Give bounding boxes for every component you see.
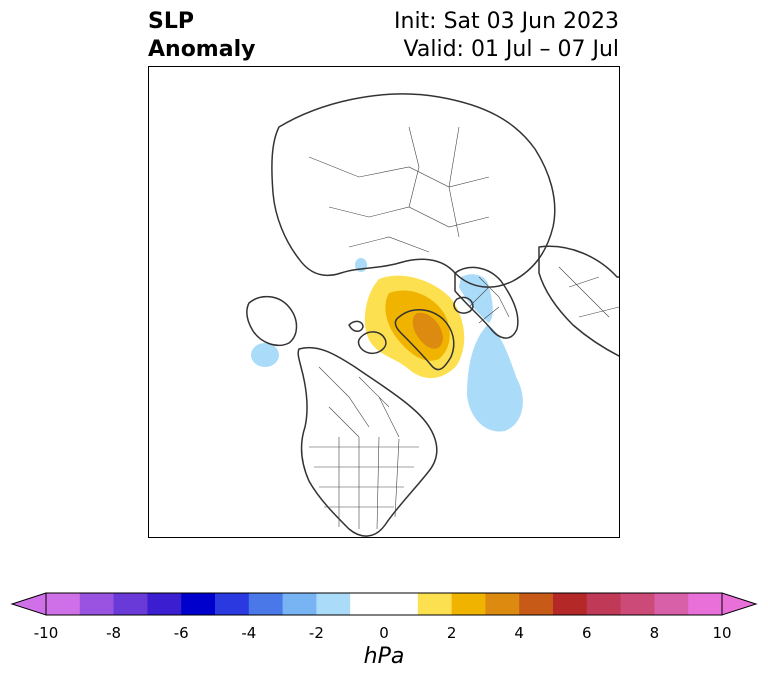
colorbar-cell xyxy=(586,593,622,615)
colorbar-tick-label: -4 xyxy=(241,624,257,642)
colorbar-tick-label: 6 xyxy=(582,624,592,642)
colorbar-tick-label: -8 xyxy=(106,624,122,642)
colorbar xyxy=(10,592,758,616)
negative-anomaly-atlantic xyxy=(467,325,523,432)
colorbar-outline xyxy=(45,592,723,616)
colorbar-cell xyxy=(519,593,554,615)
colorbar-tick-label: 10 xyxy=(712,624,732,642)
alaska-coast xyxy=(246,295,298,347)
colorbar-extend-low xyxy=(10,592,47,616)
title-variable-line2: Anomaly xyxy=(148,37,256,62)
colorbar-tick-label: 0 xyxy=(379,624,389,642)
colorbar-cell xyxy=(248,593,284,615)
colorbar-cell xyxy=(417,593,453,615)
colorbar-tick-label: -2 xyxy=(308,624,324,642)
colorbar-cells xyxy=(46,593,723,615)
colorbar-extend-high xyxy=(721,592,758,616)
init-date-label: Init: Sat 03 Jun 2023 xyxy=(394,9,619,34)
colorbar-cell xyxy=(181,593,216,615)
colorbar-tick-label: 2 xyxy=(446,624,457,642)
canada-provinces xyxy=(318,366,400,438)
colorbar-cell xyxy=(451,593,486,615)
positive-anomaly-core xyxy=(412,312,443,349)
colorbar-label: hPa xyxy=(363,644,405,669)
polar-map xyxy=(246,93,619,537)
europe-coast xyxy=(454,266,519,339)
north-america-coast xyxy=(297,346,438,537)
colorbar-cell xyxy=(113,593,148,615)
borders xyxy=(308,126,619,530)
mideast-borders xyxy=(558,266,619,318)
map-dates: Init: Sat 03 Jun 2023 Valid: 01 Jul – 07… xyxy=(394,8,619,64)
iceland-coast xyxy=(453,296,474,314)
colorbar-cell xyxy=(147,593,182,615)
colorbar-cell xyxy=(688,593,723,615)
polar-map-panel xyxy=(148,66,620,538)
anomaly-shading xyxy=(251,258,523,432)
colorbar-cell xyxy=(350,593,385,615)
map-title: SLP Anomaly xyxy=(148,8,255,64)
colorbar-cell xyxy=(215,593,250,615)
colorbar-cell xyxy=(46,593,81,615)
us-states xyxy=(309,436,419,530)
colorbar-cell xyxy=(485,593,520,615)
colorbar-cell xyxy=(316,593,351,615)
colorbar-tick-label: 4 xyxy=(514,624,524,642)
valid-date-label: Valid: 01 Jul – 07 Jul xyxy=(403,37,619,62)
colorbar-cell xyxy=(654,593,689,615)
colorbar-cell xyxy=(282,593,317,615)
colorbar-cell xyxy=(620,593,655,615)
colorbar-cell xyxy=(553,593,588,615)
colorbar-cell xyxy=(79,593,115,615)
coastlines xyxy=(246,93,619,537)
canadian-archipelago xyxy=(348,320,387,355)
africa-coast xyxy=(538,245,619,357)
colorbar-cell xyxy=(384,593,419,615)
title-variable-line1: SLP xyxy=(148,9,194,34)
colorbar-tick-label: -10 xyxy=(33,624,59,642)
negative-anomaly-bering xyxy=(251,343,279,367)
eurasia-coast xyxy=(271,93,556,288)
colorbar-tick-label: -6 xyxy=(173,624,189,642)
colorbar-tick-label: 8 xyxy=(649,624,660,642)
europe-borders xyxy=(468,276,510,324)
greenland-coast xyxy=(394,309,455,371)
russia-borders xyxy=(308,126,490,253)
